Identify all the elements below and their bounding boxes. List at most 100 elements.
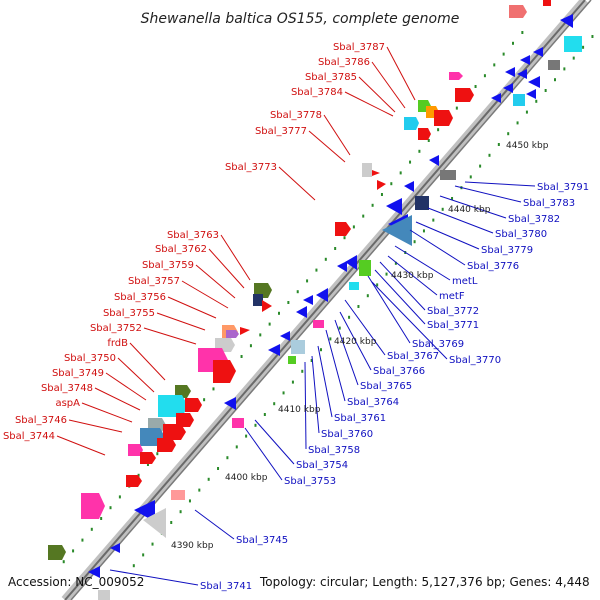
track-dot (376, 283, 379, 287)
accession-text: Accession: NC_009052 (8, 575, 144, 589)
connector-line (220, 234, 251, 281)
reverse-gene-label: Sbal_3741 (200, 581, 252, 592)
topology-text: Topology: circular; Length: 5,127,376 bp… (259, 575, 590, 589)
connector-line (317, 345, 333, 418)
gene-feature (48, 545, 66, 560)
connector-line (208, 248, 245, 289)
track-dot (226, 456, 229, 460)
kbp-tick-label: 4390 kbp (171, 541, 214, 551)
kbp-tick-label: 4430 kbp (391, 271, 434, 281)
kbp-tick-label: 4450 kbp (506, 141, 549, 151)
kbp-tick-label: 4420 kbp (334, 337, 377, 347)
forward-gene-label: Sbal_3744 (3, 431, 55, 442)
track-dot (366, 294, 369, 298)
connector-line (244, 427, 283, 481)
forward-gene-label: Sbal_3784 (291, 87, 343, 98)
track-dot (315, 268, 318, 272)
track-dot (479, 164, 482, 168)
reverse-gene-labels: Sbal_3791 Sbal_3783 Sbal_3782 Sbal_3780 Sbal… (200, 182, 589, 592)
gene-feature (440, 170, 456, 180)
connector-line (56, 435, 106, 456)
forward-gene-label: Sbal_3746 (15, 415, 67, 426)
gene-feature (291, 340, 305, 354)
forward-gene-label: Sbal_3755 (103, 308, 155, 319)
track-dot (249, 344, 252, 348)
track-dot (502, 52, 505, 56)
gene-feature (404, 181, 414, 192)
reverse-gene-label: Sbal_3760 (321, 429, 373, 440)
gene-feature (98, 590, 110, 600)
connector-line (427, 207, 494, 234)
track-dot (273, 402, 276, 406)
track-dot (62, 560, 65, 564)
track-dot (362, 214, 365, 218)
connector-line (325, 329, 346, 402)
connector-line (129, 342, 166, 381)
track-dot (348, 315, 351, 319)
track-dot (582, 45, 585, 49)
track-dot (203, 398, 206, 402)
forward-gene-label: Sbal_3749 (52, 368, 104, 379)
gene-feature (526, 89, 536, 99)
gene-feature (517, 69, 527, 79)
track-dot (427, 139, 430, 142)
connector-line (344, 91, 394, 117)
reverse-gene-label: Sbal_3769 (412, 339, 464, 350)
forward-gene-label: Sbal_3773 (225, 162, 277, 173)
gene-feature (253, 294, 263, 306)
gene-feature (345, 255, 357, 270)
track-dot (521, 31, 524, 34)
gene-feature (418, 128, 431, 140)
kbp-tick-label: 4440 kbp (448, 205, 491, 215)
gene-feature (288, 356, 296, 364)
label-connectors (56, 46, 536, 586)
gene-feature (213, 360, 236, 383)
gene-feature (316, 288, 328, 302)
page-title: Shewanella baltica OS155, complete genom… (141, 11, 460, 27)
track-dot (334, 247, 337, 250)
track-dot (146, 463, 149, 466)
gene-feature (335, 222, 351, 236)
track-dot (343, 236, 346, 240)
track-dot (240, 355, 243, 358)
track-dot (380, 193, 383, 196)
reverse-gene-label: Sbal_3767 (387, 351, 439, 362)
track-dot (245, 434, 248, 438)
forward-gene-label: Sbal_3778 (270, 110, 322, 121)
connector-line (439, 195, 507, 219)
connector-line (254, 419, 295, 465)
track-dot (474, 85, 477, 88)
connector-line (94, 387, 141, 411)
forward-gene-label: Sbal_3756 (114, 292, 166, 303)
track-dot (422, 229, 425, 233)
track-dot (409, 160, 412, 164)
connector-line (409, 229, 466, 266)
reverse-genes (88, 14, 582, 600)
gene-feature (377, 180, 386, 190)
track-dot (357, 305, 360, 308)
forward-gene-label: Sbal_3748 (41, 383, 93, 394)
track-dot (418, 149, 421, 153)
track-dot (100, 517, 103, 520)
gene-feature (143, 508, 166, 538)
gene-feature (491, 93, 501, 103)
gene-feature (533, 47, 543, 57)
forward-gene-label: Sbal_3752 (90, 323, 142, 334)
track-dot (268, 322, 271, 326)
track-dot (188, 499, 191, 503)
track-dot (90, 527, 93, 531)
reverse-gene-label: Sbal_3745 (236, 535, 288, 546)
connector-line (334, 319, 359, 386)
forward-gene-label: Sbal_3786 (318, 57, 370, 68)
track-dot (385, 272, 388, 276)
track-dot (278, 311, 280, 315)
gene-feature (232, 418, 244, 428)
connector-line (278, 166, 316, 201)
track-dot (132, 564, 135, 568)
forward-gene-labels: Sbal_3787 Sbal_3786 Sbal_3785 Sbal_3784 Sbal… (3, 42, 385, 442)
track-dot (207, 477, 210, 481)
gene-feature (455, 88, 474, 102)
connector-line (464, 181, 536, 187)
track-dot (137, 473, 140, 477)
